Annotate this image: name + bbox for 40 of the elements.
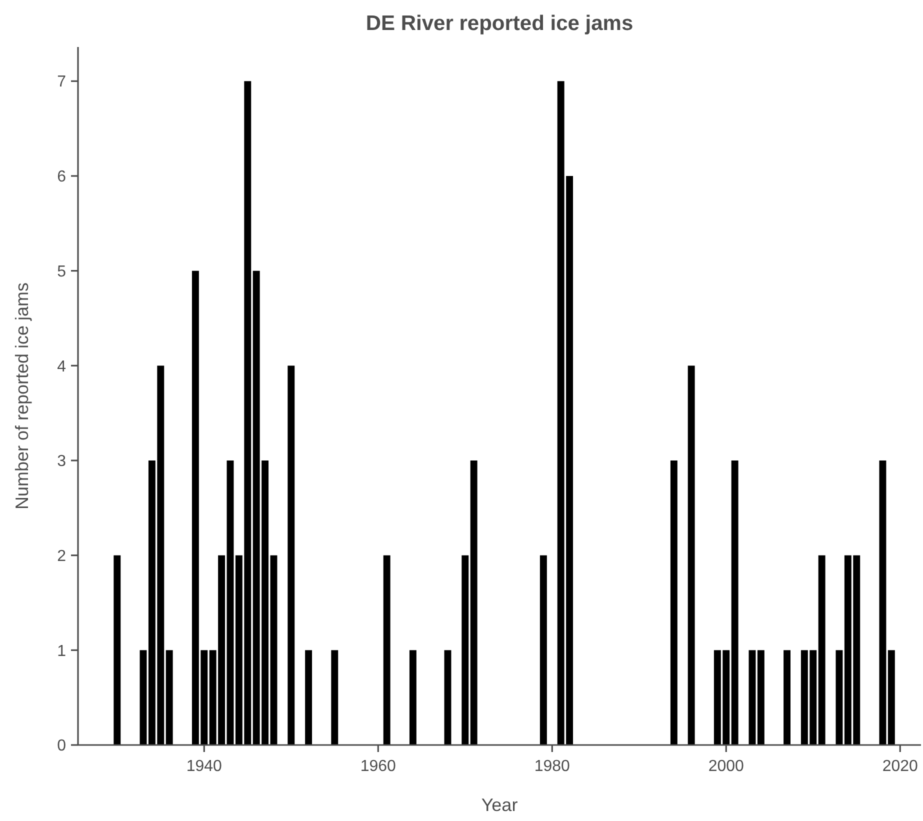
y-tick-label: 5 xyxy=(57,263,66,280)
bar xyxy=(288,366,295,745)
bar xyxy=(140,650,147,745)
bar xyxy=(670,460,678,745)
chart-title: DE River reported ice jams xyxy=(366,12,634,35)
bar xyxy=(462,555,469,745)
y-tick-label: 7 xyxy=(57,74,66,91)
bar xyxy=(784,650,791,745)
x-tick-label: 1960 xyxy=(360,758,396,775)
y-axis-title: Number of reported ice jams xyxy=(12,282,32,510)
bar xyxy=(270,555,278,745)
bar xyxy=(226,460,234,745)
x-axis-title: Year xyxy=(481,795,518,815)
x-tick-label: 1980 xyxy=(534,758,570,775)
y-tick-label: 1 xyxy=(57,642,66,660)
bar xyxy=(818,555,826,745)
bar xyxy=(409,650,416,745)
bar xyxy=(748,650,756,745)
bar xyxy=(305,650,312,745)
bar xyxy=(888,650,895,745)
bar xyxy=(879,460,886,745)
bar xyxy=(470,460,478,745)
bar xyxy=(540,555,547,745)
y-tick-label: 6 xyxy=(57,168,66,186)
bar xyxy=(688,366,695,745)
bar xyxy=(331,650,338,745)
y-tick-label: 2 xyxy=(57,548,66,565)
bar xyxy=(444,650,452,745)
bar xyxy=(114,555,121,745)
bar xyxy=(836,650,843,745)
y-tick-label: 4 xyxy=(57,358,66,376)
bar xyxy=(757,650,764,745)
bar xyxy=(383,555,390,745)
x-tick-label: 2000 xyxy=(708,758,744,775)
x-tick-label: 2020 xyxy=(882,758,918,775)
x-tick-label: 1940 xyxy=(186,758,222,775)
bar xyxy=(166,650,173,745)
y-tick-label: 0 xyxy=(57,738,66,755)
y-tick-label: 3 xyxy=(57,453,66,470)
bar xyxy=(731,460,738,745)
